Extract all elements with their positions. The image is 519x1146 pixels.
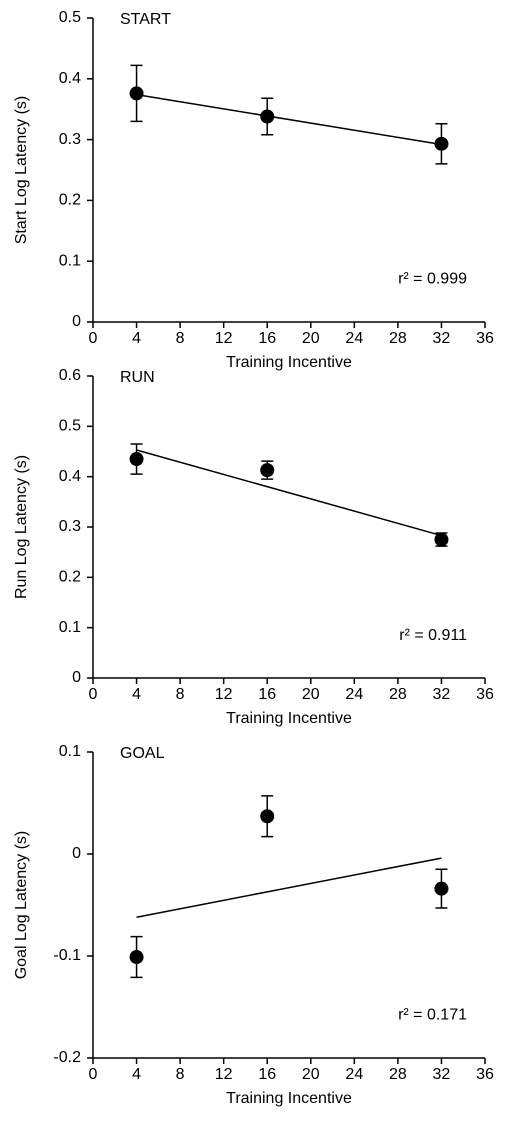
r-squared: r² = 0.171 [398,1006,467,1023]
x-tick-label: 20 [302,330,320,347]
y-tick-label: 0.5 [59,9,81,26]
x-tick-label: 12 [215,686,233,703]
y-tick-label: 0.3 [59,518,81,535]
x-tick-label: 16 [258,330,276,347]
x-axis-label: Training Incentive [226,1090,352,1107]
y-tick-label: -0.1 [53,947,81,964]
fit-line [136,449,442,537]
x-tick-label: 4 [132,330,141,347]
y-tick-label: 0 [72,669,81,686]
x-tick-label: 32 [433,686,451,703]
x-axis-label: Training Incentive [226,710,352,727]
x-tick-label: 8 [176,686,185,703]
x-tick-label: 8 [176,1066,185,1083]
x-tick-label: 24 [345,330,363,347]
x-tick-label: 28 [389,686,407,703]
y-tick-label: 0 [72,845,81,862]
y-tick-label: 0.2 [59,192,81,209]
fit-line [136,93,442,146]
y-tick-label: 0.4 [59,70,81,87]
x-tick-label: 36 [476,686,494,703]
x-tick-label: 12 [215,330,233,347]
y-tick-label: 0.3 [59,131,81,148]
data-point [129,950,144,965]
x-tick-label: 8 [176,330,185,347]
x-tick-label: 28 [389,1066,407,1083]
y-tick-label: 0.1 [59,619,81,636]
y-axis-label: Goal Log Latency (s) [13,831,30,980]
r-squared: r² = 0.999 [398,271,467,288]
panel-title: RUN [120,369,155,386]
y-axis-label: Start Log Latency (s) [13,96,30,245]
y-axis-label: Run Log Latency (s) [13,455,30,599]
x-tick-label: 16 [258,1066,276,1083]
data-point [434,881,449,896]
x-tick-label: 0 [89,686,98,703]
x-tick-label: 0 [89,1066,98,1083]
data-point [260,809,275,824]
x-tick-label: 32 [433,1066,451,1083]
fit-line [136,857,442,918]
x-tick-label: 36 [476,1066,494,1083]
y-tick-label: -0.2 [53,1049,81,1066]
data-point [260,109,275,124]
y-tick-label: 0 [72,313,81,330]
data-point [129,86,144,101]
data-point [129,452,144,467]
x-tick-label: 20 [302,686,320,703]
x-tick-label: 36 [476,330,494,347]
x-tick-label: 4 [132,1066,141,1083]
x-tick-label: 0 [89,330,98,347]
r-squared: r² = 0.911 [399,627,467,644]
y-tick-label: 0.5 [59,418,81,435]
x-axis-label: Training Incentive [226,354,352,371]
y-tick-label: 0.2 [59,569,81,586]
x-tick-label: 24 [345,1066,363,1083]
y-tick-label: 0.1 [59,252,81,269]
x-tick-label: 24 [345,686,363,703]
x-tick-label: 20 [302,1066,320,1083]
panel-title: START [120,11,171,28]
y-tick-label: 0.1 [59,743,81,760]
data-point [434,532,449,547]
x-tick-label: 28 [389,330,407,347]
x-tick-label: 32 [433,330,451,347]
panel-title: GOAL [120,745,165,762]
data-point [260,463,275,478]
x-tick-label: 16 [258,686,276,703]
x-tick-label: 4 [132,686,141,703]
y-tick-label: 0.6 [59,367,81,384]
data-point [434,136,449,151]
x-tick-label: 12 [215,1066,233,1083]
y-tick-label: 0.4 [59,468,81,485]
